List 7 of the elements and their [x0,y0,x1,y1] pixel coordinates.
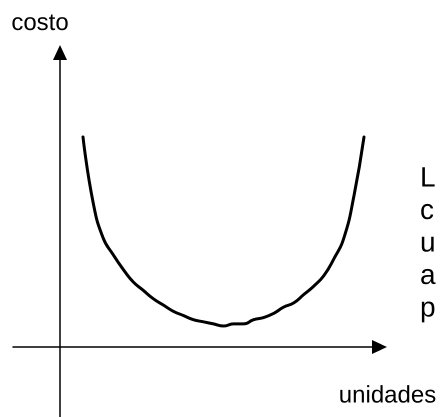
text: a [420,259,436,290]
text: u [420,226,436,258]
text: L [420,162,436,192]
y-axis-title: costo [11,9,69,36]
x-axis-title: unidades [338,382,436,408]
text: c [420,194,434,225]
text: p [420,292,436,322]
